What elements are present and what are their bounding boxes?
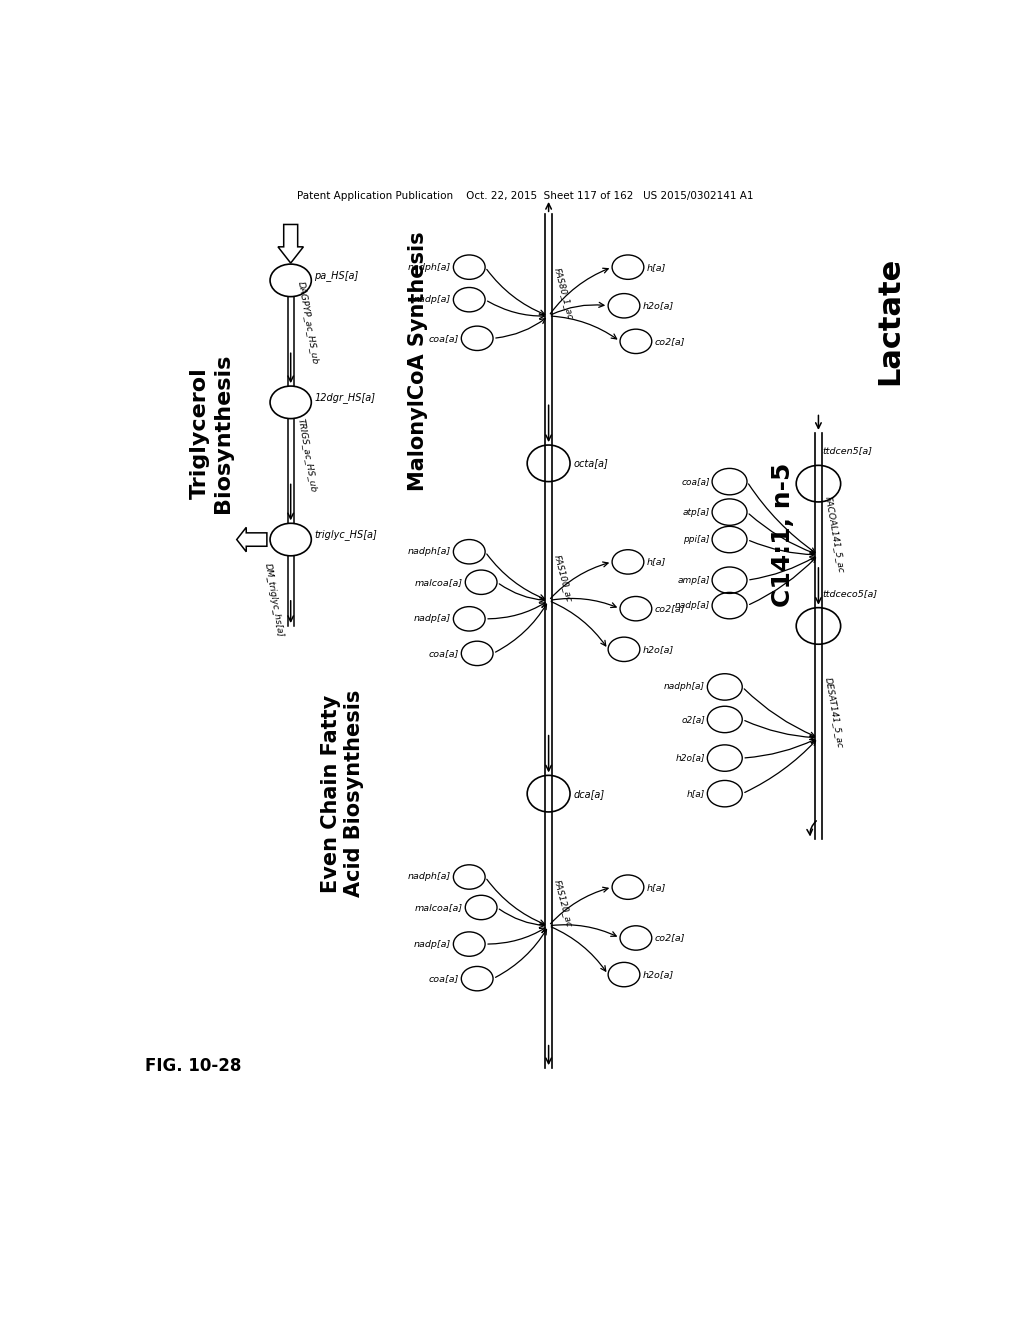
Text: FACOAL141_5_ac: FACOAL141_5_ac	[823, 495, 846, 573]
Text: ppi[a]: ppi[a]	[683, 535, 710, 544]
Text: DESAT141_5_ac: DESAT141_5_ac	[823, 676, 845, 748]
Text: malcoa[a]: malcoa[a]	[415, 903, 463, 912]
Text: nadp[a]: nadp[a]	[414, 940, 451, 949]
Text: h2o[a]: h2o[a]	[642, 645, 674, 653]
Text: coa[a]: coa[a]	[429, 334, 459, 343]
Text: C14:1, n-5: C14:1, n-5	[771, 462, 795, 607]
Text: malcoa[a]: malcoa[a]	[415, 578, 463, 586]
Text: nadp[a]: nadp[a]	[675, 601, 710, 610]
Text: h2o[a]: h2o[a]	[642, 301, 674, 310]
Text: triglyc_HS[a]: triglyc_HS[a]	[314, 529, 377, 540]
Text: coa[a]: coa[a]	[681, 477, 710, 486]
Text: Triglycerol
Biosynthesis: Triglycerol Biosynthesis	[189, 354, 232, 512]
Text: dca[a]: dca[a]	[574, 788, 605, 799]
Text: 12dgr_HS[a]: 12dgr_HS[a]	[314, 392, 376, 403]
Text: DM_triglyc_hs[a]: DM_triglyc_hs[a]	[262, 562, 285, 639]
Text: TRIGS_ac_HS_ub: TRIGS_ac_HS_ub	[296, 418, 318, 494]
Text: h[a]: h[a]	[646, 263, 666, 272]
Text: FAS80_1_ac: FAS80_1_ac	[553, 267, 575, 321]
Text: coa[a]: coa[a]	[429, 649, 459, 657]
Text: nadph[a]: nadph[a]	[408, 263, 451, 272]
Text: atp[a]: atp[a]	[682, 508, 710, 516]
Text: h2o[a]: h2o[a]	[642, 970, 674, 979]
Text: DAGPYP_ac_HS_ub: DAGPYP_ac_HS_ub	[296, 281, 319, 366]
Text: nadp[a]: nadp[a]	[414, 614, 451, 623]
Text: h2o[a]: h2o[a]	[676, 754, 705, 763]
Text: h[a]: h[a]	[687, 789, 705, 799]
Text: o2[a]: o2[a]	[681, 715, 705, 723]
Text: FAS100_ac: FAS100_ac	[553, 553, 573, 603]
Text: ttdcen5[a]: ttdcen5[a]	[822, 446, 872, 455]
Text: h[a]: h[a]	[646, 557, 666, 566]
Text: pa_HS[a]: pa_HS[a]	[314, 269, 358, 281]
Text: Even Chain Fatty
Acid Biosynthesis: Even Chain Fatty Acid Biosynthesis	[321, 690, 364, 898]
Text: FAS120_ac: FAS120_ac	[553, 879, 573, 928]
Text: Lactate: Lactate	[876, 257, 904, 385]
Text: h[a]: h[a]	[646, 883, 666, 891]
Text: nadph[a]: nadph[a]	[408, 873, 451, 882]
Text: coa[a]: coa[a]	[429, 974, 459, 983]
Text: FIG. 10-28: FIG. 10-28	[145, 1057, 242, 1076]
Text: nadph[a]: nadph[a]	[664, 682, 705, 692]
Text: co2[a]: co2[a]	[654, 933, 685, 942]
Text: nadph[a]: nadph[a]	[408, 548, 451, 556]
Text: Patent Application Publication    Oct. 22, 2015  Sheet 117 of 162   US 2015/0302: Patent Application Publication Oct. 22, …	[297, 191, 753, 201]
Text: nadp[a]: nadp[a]	[414, 296, 451, 304]
Text: ttdceco5[a]: ttdceco5[a]	[822, 589, 878, 598]
Text: co2[a]: co2[a]	[654, 605, 685, 614]
Text: co2[a]: co2[a]	[654, 337, 685, 346]
Text: octa[a]: octa[a]	[574, 458, 608, 469]
Text: amp[a]: amp[a]	[677, 576, 710, 585]
Text: MalonylCoA Synthesis: MalonylCoA Synthesis	[408, 232, 428, 491]
